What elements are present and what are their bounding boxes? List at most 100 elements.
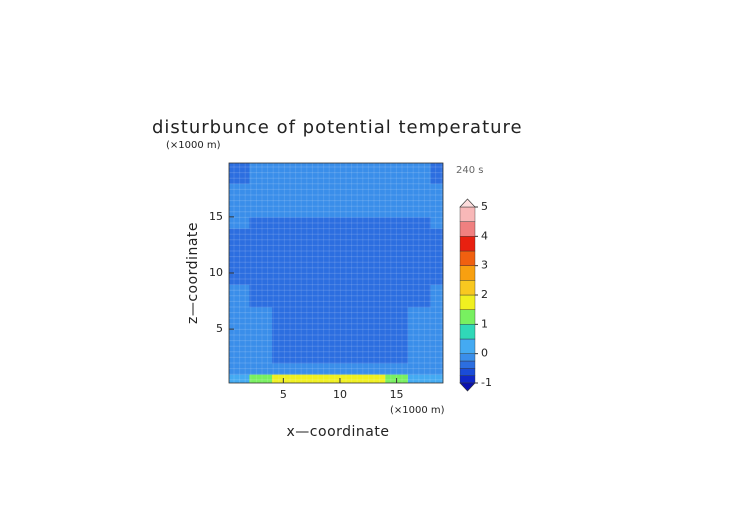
field-cell — [385, 163, 409, 173]
field-cell — [229, 171, 250, 184]
field-cell — [385, 362, 409, 375]
field-cell — [229, 284, 250, 297]
field-cell — [317, 273, 341, 285]
field-cell — [362, 306, 386, 319]
field-cell — [385, 306, 409, 319]
field-cell — [229, 228, 250, 240]
field-cell — [407, 306, 432, 319]
field-cell — [294, 250, 318, 263]
field-cell — [317, 295, 341, 308]
colorbar-band — [459, 265, 476, 281]
field-cell — [407, 329, 432, 341]
field-cell — [339, 250, 364, 263]
field-cell — [430, 171, 443, 184]
field-cell — [229, 205, 250, 218]
field-cell — [229, 295, 250, 308]
field-cell — [339, 374, 364, 383]
field-cell — [339, 273, 364, 285]
field-cell — [249, 273, 273, 285]
field-cell — [272, 351, 296, 364]
field-cell — [362, 239, 386, 252]
field-cell — [249, 163, 273, 173]
field-cell — [339, 317, 364, 330]
field-cell — [229, 374, 250, 383]
field-cell — [407, 216, 432, 229]
field-cell — [272, 284, 296, 297]
field-cell — [362, 362, 386, 375]
colorbar-band — [459, 206, 476, 222]
field-cell — [294, 171, 318, 184]
x-tick-label: 10 — [333, 388, 347, 401]
field-cell — [249, 340, 273, 353]
colorbar-band — [459, 368, 476, 376]
field-cell — [385, 273, 409, 285]
field-cell — [385, 250, 409, 263]
field-cell — [430, 351, 443, 364]
field-cell — [362, 340, 386, 353]
field-cell — [272, 183, 296, 196]
colorbar-under — [459, 382, 476, 392]
field-cell — [339, 239, 364, 252]
field-cell — [249, 306, 273, 319]
field-cell — [339, 194, 364, 207]
colorbar-tick-label: 0 — [481, 347, 488, 360]
field-cell — [362, 228, 386, 240]
field-cell — [362, 317, 386, 330]
field-cell — [407, 183, 432, 196]
field-cell — [317, 171, 341, 184]
field-cell — [249, 317, 273, 330]
time-label: 240 s — [456, 165, 483, 176]
field-cell — [294, 228, 318, 240]
field-cell — [294, 261, 318, 274]
field-cell — [272, 163, 296, 173]
field-cell — [249, 295, 273, 308]
field-cell — [272, 216, 296, 229]
colorbar-band — [459, 294, 476, 310]
field-cell — [362, 250, 386, 263]
field-cell — [362, 329, 386, 341]
field-cell — [294, 284, 318, 297]
field-cell — [317, 183, 341, 196]
field-cell — [229, 163, 250, 173]
field-cell — [430, 205, 443, 218]
field-cell — [249, 362, 273, 375]
field-cell — [362, 216, 386, 229]
field-cell — [317, 306, 341, 319]
field-cell — [317, 194, 341, 207]
field-cell — [294, 194, 318, 207]
field-cell — [294, 239, 318, 252]
field-cell — [385, 351, 409, 364]
field-cell — [317, 163, 341, 173]
field-cell — [362, 205, 386, 218]
field-cell — [407, 295, 432, 308]
field-cell — [249, 239, 273, 252]
field-cell — [407, 171, 432, 184]
field-cell — [385, 205, 409, 218]
colorbar-band — [459, 250, 476, 266]
field-cell — [249, 374, 273, 383]
colorbar-band — [459, 353, 476, 362]
field-cell — [294, 306, 318, 319]
field-cell — [229, 250, 250, 263]
field-cell — [407, 228, 432, 240]
field-cell — [362, 163, 386, 173]
field-cell — [385, 194, 409, 207]
field-cell — [339, 306, 364, 319]
field-cell — [229, 194, 250, 207]
field-cell — [249, 284, 273, 297]
field-cell — [362, 284, 386, 297]
colorbar-over — [459, 198, 476, 208]
field-cell — [317, 250, 341, 263]
field-cell — [385, 340, 409, 353]
field-cell — [229, 306, 250, 319]
field-cell — [272, 171, 296, 184]
field-cell — [229, 362, 250, 375]
field-cell — [229, 183, 250, 196]
field-cell — [272, 362, 296, 375]
field-cell — [294, 317, 318, 330]
field-cell — [317, 216, 341, 229]
y-unit: (×1000 m) — [166, 140, 221, 151]
field-cell — [249, 329, 273, 341]
field-cell — [362, 194, 386, 207]
